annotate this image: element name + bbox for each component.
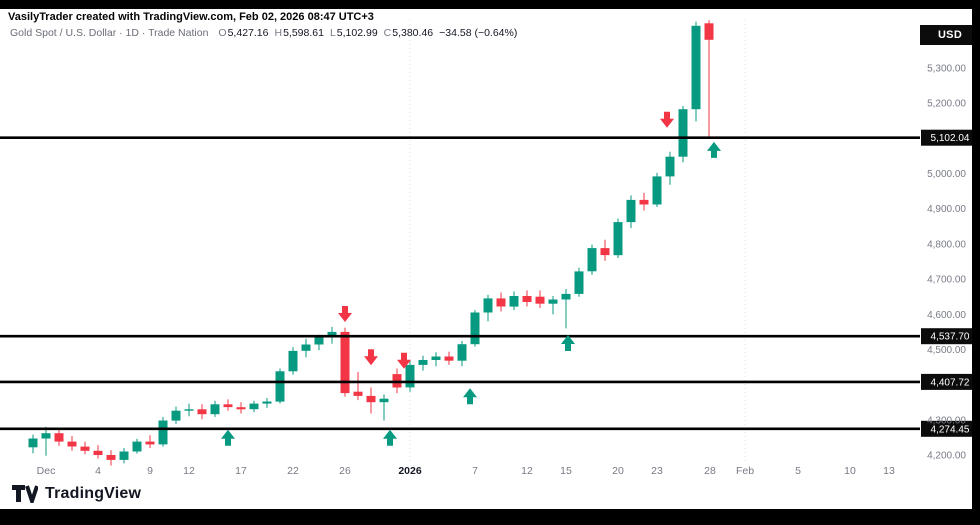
chart-legend: Gold Spot / U.S. Dollar · 1D · Trade Nat…: [10, 27, 517, 39]
currency-button[interactable]: USD: [920, 25, 980, 45]
svg-text:7: 7: [472, 465, 478, 477]
svg-text:12: 12: [183, 465, 195, 477]
change-value: −34.58 (−0.64%): [439, 27, 518, 39]
time-axis-labels: Dec 4 9 12 17 22 26 2026 7 12 15 20 23 28 Feb 5 10 13: [37, 465, 895, 477]
svg-text:4,274.45: 4,274.45: [931, 424, 970, 435]
svg-text:13: 13: [883, 465, 895, 477]
svg-text:2026: 2026: [398, 465, 422, 477]
time-axis[interactable]: [0, 463, 918, 481]
svg-text:Dec: Dec: [37, 465, 56, 477]
svg-text:4,900.00: 4,900.00: [927, 204, 966, 215]
signal-arrows: [221, 111, 721, 446]
level-lines: 5,102.04 4,537.70 4,407.72 4,274.45: [0, 129, 980, 437]
tradingview-logo[interactable]: TradingView: [12, 485, 141, 503]
svg-text:28: 28: [704, 465, 716, 477]
frame-bottom-bar: [0, 509, 980, 525]
svg-text:5,102.04: 5,102.04: [931, 133, 970, 144]
svg-text:4,407.72: 4,407.72: [931, 377, 970, 388]
tradingview-wordmark: TradingView: [45, 485, 142, 502]
svg-text:Feb: Feb: [736, 465, 754, 477]
svg-text:15: 15: [560, 465, 572, 477]
attribution-text: VasilyTrader created with TradingView.co…: [8, 11, 374, 23]
svg-text:4,300.00: 4,300.00: [927, 415, 966, 426]
svg-text:22: 22: [287, 465, 299, 477]
svg-text:12: 12: [521, 465, 533, 477]
svg-text:5,300.00: 5,300.00: [927, 64, 966, 75]
svg-text:5,200.00: 5,200.00: [927, 99, 966, 110]
frame-top-bar: [0, 0, 980, 9]
svg-text:4,537.70: 4,537.70: [931, 332, 970, 343]
price-axis[interactable]: [920, 46, 972, 461]
svg-text:4,500.00: 4,500.00: [927, 345, 966, 356]
svg-text:4,200.00: 4,200.00: [927, 451, 966, 462]
svg-text:5: 5: [795, 465, 801, 477]
tradingview-icon: [12, 485, 38, 503]
price-axis-labels: 5,300.00 5,200.00 5,000.00 4,900.00 4,800.00…: [927, 64, 966, 462]
ohlc-values: O5,427.16 H5,598.61 L5,102.99 C5,380.46: [218, 27, 434, 39]
svg-text:4,600.00: 4,600.00: [927, 310, 966, 321]
svg-text:5,000.00: 5,000.00: [927, 169, 966, 180]
svg-text:26: 26: [339, 465, 351, 477]
svg-text:4: 4: [95, 465, 101, 477]
svg-text:23: 23: [651, 465, 663, 477]
svg-text:9: 9: [147, 465, 153, 477]
svg-text:10: 10: [844, 465, 856, 477]
frame-right-bar: [972, 0, 980, 525]
svg-text:20: 20: [612, 465, 624, 477]
symbol-title[interactable]: Gold Spot / U.S. Dollar · 1D · Trade Nat…: [10, 27, 209, 39]
candles-layer: [28, 20, 714, 466]
svg-text:17: 17: [235, 465, 247, 477]
svg-text:4,700.00: 4,700.00: [927, 275, 966, 286]
svg-text:4,800.00: 4,800.00: [927, 239, 966, 250]
